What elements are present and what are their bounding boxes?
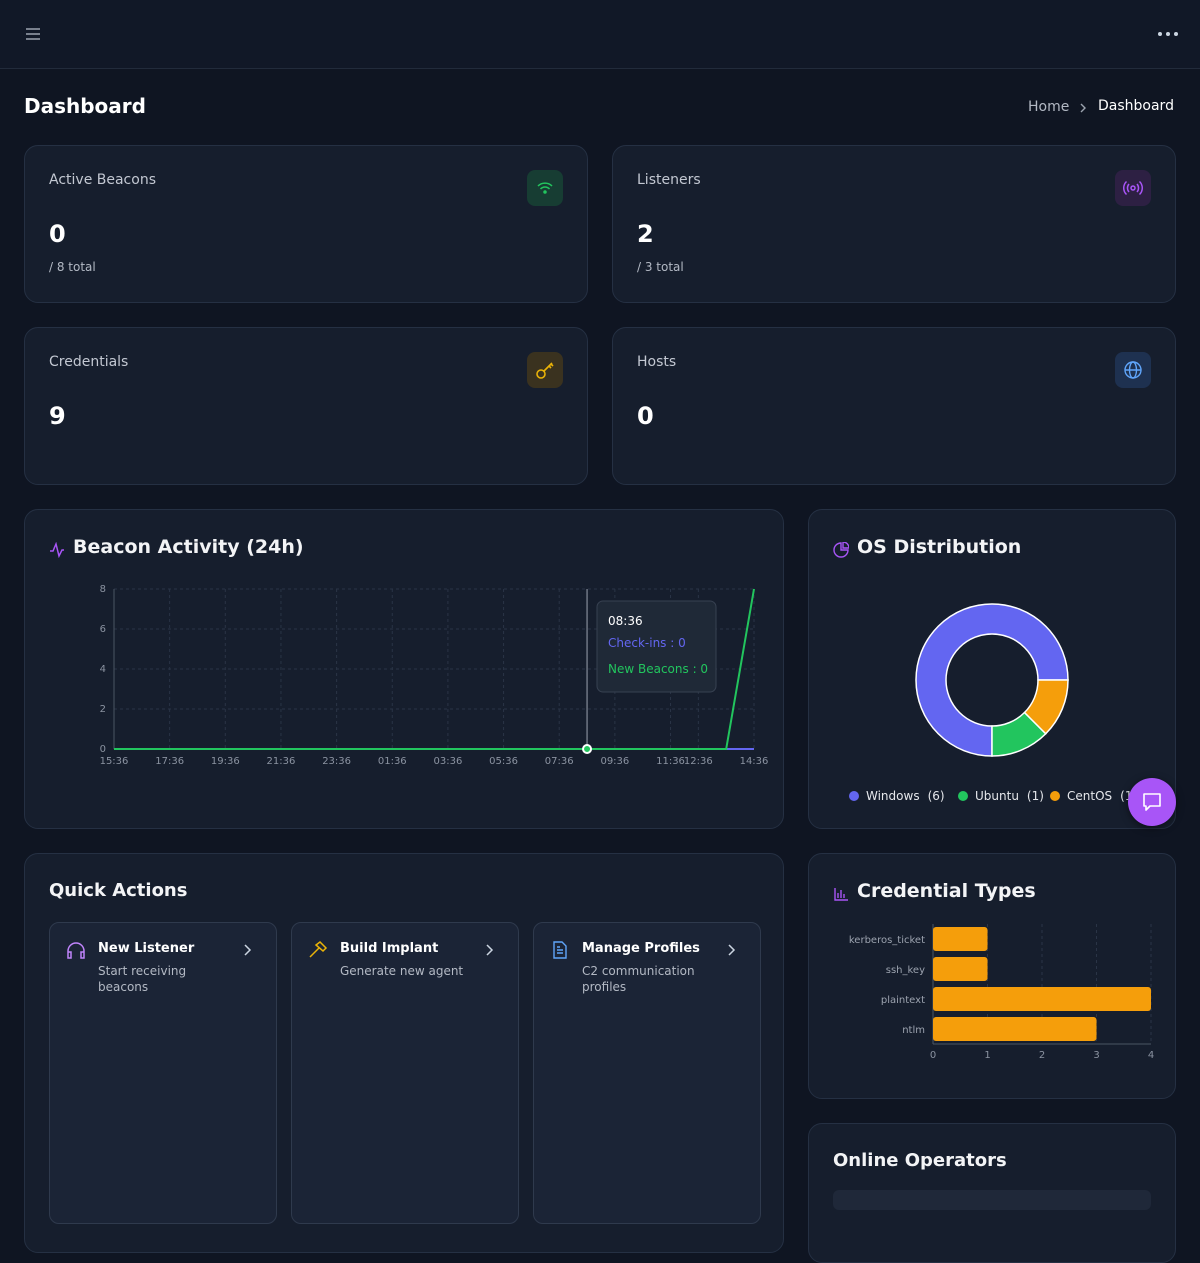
breadcrumb-link[interactable]: Home — [1028, 99, 1070, 115]
stat-value: 2 — [637, 220, 654, 248]
stat-card: Credentials 9 — [24, 327, 588, 485]
chat-icon — [1143, 793, 1161, 811]
action-title: Build Implant — [340, 941, 439, 956]
stat-card: Hosts 0 — [612, 327, 1176, 485]
headphones-icon — [67, 942, 85, 959]
stat-sub: / 8 total — [49, 260, 96, 274]
stat-label: Listeners — [637, 172, 701, 188]
more-button[interactable] — [1157, 30, 1179, 38]
action-title: Manage Profiles — [582, 941, 700, 956]
action-description: Generate new agent — [340, 964, 464, 978]
wifi-icon — [527, 170, 563, 206]
stat-label: Hosts — [637, 354, 677, 370]
quick-actions-card: Quick Actions New Listener Start receivi… — [24, 853, 784, 1253]
action-card[interactable]: Manage Profiles C2 communication profile… — [533, 922, 761, 1224]
action-card[interactable]: Build Implant Generate new agent — [291, 922, 519, 1224]
stat-card: Active Beacons 0 / 8 total — [24, 145, 588, 303]
os-card: OS Distribution — [808, 509, 1176, 829]
action-title: New Listener — [98, 941, 195, 956]
chevron — [244, 944, 252, 956]
credential-types-card: Credential Types — [808, 853, 1176, 1099]
globe-icon — [1115, 352, 1151, 388]
action-description: Start receiving beacons — [98, 964, 187, 994]
chevron — [486, 944, 494, 956]
operators-card: Online Operators — [808, 1123, 1176, 1263]
card-title: Credential Types — [857, 880, 1036, 902]
menu-button[interactable] — [25, 27, 41, 41]
radio-icon — [1115, 170, 1151, 206]
card-title: Online Operators — [833, 1150, 1007, 1171]
chevron — [728, 944, 736, 956]
stat-card: Listeners 2 / 3 total — [612, 145, 1176, 303]
breadcrumb-current: Dashboard — [1098, 98, 1174, 114]
chat-button[interactable] — [1128, 778, 1176, 826]
activity-card: Beacon Activity (24h) — [24, 509, 784, 829]
page-title: Dashboard — [24, 94, 146, 118]
action-card[interactable]: New Listener Start receiving beacons — [49, 922, 277, 1224]
stat-label: Active Beacons — [49, 172, 156, 188]
hammer-icon — [309, 941, 328, 958]
card-title: Beacon Activity (24h) — [73, 536, 304, 558]
top-bar — [0, 0, 1200, 69]
card-title: OS Distribution — [857, 536, 1022, 558]
stat-value: 0 — [637, 402, 654, 430]
card-title: Quick Actions — [49, 880, 188, 901]
stat-sub: / 3 total — [637, 260, 684, 274]
operator-row — [833, 1190, 1151, 1210]
stat-label: Credentials — [49, 354, 129, 370]
breadcrumb-separator — [1080, 103, 1086, 113]
activity-icon — [50, 542, 64, 558]
key-icon — [527, 352, 563, 388]
bar-icon — [834, 888, 848, 901]
stat-value: 9 — [49, 402, 66, 430]
stat-value: 0 — [49, 220, 66, 248]
action-description: C2 communication profiles — [582, 964, 695, 994]
file-icon — [553, 941, 567, 959]
pie-icon — [833, 542, 849, 558]
